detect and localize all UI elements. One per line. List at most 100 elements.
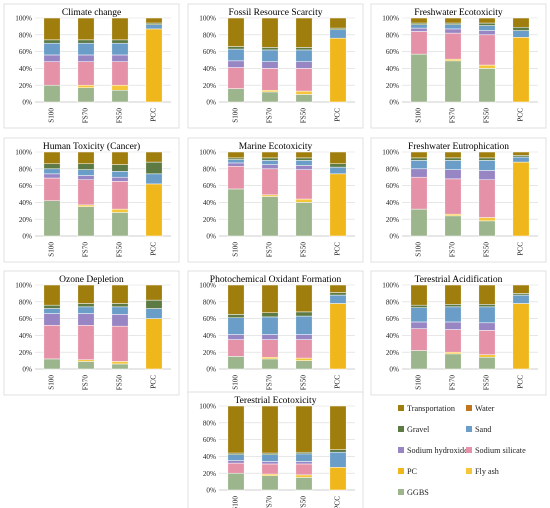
bar-segment-gravel <box>261 157 279 161</box>
bar-segment-sodium-silicate <box>43 325 61 360</box>
legend-item-ggbs: GGBS <box>398 488 429 497</box>
bar-segment-sand <box>329 294 347 304</box>
bar-segment-fly-ash <box>261 194 279 197</box>
chart-title: Ozone Depletion <box>59 275 124 285</box>
bar-segment-pc <box>329 173 347 237</box>
bar-segment-sodium-silicate <box>444 178 462 215</box>
bar-segment-gravel <box>410 304 428 308</box>
x-tick-label: FS70 <box>82 375 90 391</box>
bar-segment-transportation <box>329 405 347 450</box>
bar-segment-sand <box>295 160 313 166</box>
bar-segment-gravel <box>295 47 313 51</box>
bar-segment-fly-ash <box>261 356 279 360</box>
bar-segment-pc <box>512 37 530 103</box>
y-tick-label: 60% <box>203 315 216 323</box>
bar-segment-sodium-hydroxide <box>444 28 462 34</box>
bar-segment-sodium-hydroxide <box>444 321 462 330</box>
legend-item-sodium-silicate: Sodium silicate <box>466 446 526 455</box>
bar-segment-sand <box>261 49 279 62</box>
bar-segment-gravel <box>478 157 496 161</box>
bar-segment-gravel <box>478 22 496 26</box>
bar-segment-sodium-hydroxide <box>43 313 61 326</box>
x-tick-label: S100 <box>232 242 240 257</box>
bar-segment-gravel <box>43 163 61 170</box>
bar-segment-pc <box>145 318 163 370</box>
bar-segment-transportation <box>295 151 313 159</box>
bar-segment-sand <box>145 24 163 30</box>
y-tick-label: 0% <box>206 487 216 495</box>
bar-segment-gravel <box>227 314 245 319</box>
bar-segment-sodium-hydroxide <box>227 460 245 464</box>
bar-segment-ggbs <box>261 475 279 491</box>
chart-title: Terestrial Acidification <box>415 274 503 285</box>
bar-segment-sodium-silicate <box>478 179 496 218</box>
bar-segment-sodium-silicate <box>227 67 245 89</box>
bar-segment-sand <box>444 306 462 323</box>
bar-segment-gravel <box>43 39 61 44</box>
bar-segment-sodium-hydroxide <box>410 168 428 178</box>
chart-title: Freshwater Ecotoxicity <box>414 8 503 18</box>
bar-segment-gravel <box>444 22 462 25</box>
bar-segment-ggbs <box>111 212 129 237</box>
x-tick-label: PCC <box>334 375 342 389</box>
chart-panel-marine-ecotoxicity: Marine Ecotoxicity 0% 20% 40% 60% 80% 100% S100… <box>187 137 364 263</box>
bar-segment-pc <box>512 161 530 237</box>
legend-label: Sodium hydroxide <box>407 446 468 455</box>
x-tick-label: S100 <box>232 108 240 123</box>
bar-segment-sodium-silicate <box>444 32 462 60</box>
bar-segment-sodium-silicate <box>227 166 245 190</box>
bar-segment-gravel <box>295 157 313 161</box>
bar-segment-transportation <box>295 17 313 48</box>
bar-segment-transportation <box>227 405 245 454</box>
bar-segment-sand <box>261 454 279 462</box>
bar-segment-sodium-hydroxide <box>111 54 129 62</box>
bar-segment-ggbs <box>410 350 428 370</box>
bar-segment-sodium-hydroxide <box>43 54 61 62</box>
x-tick-label: FS70 <box>449 375 457 391</box>
x-tick-label: FS70 <box>266 375 274 391</box>
bar-segment-ggbs <box>478 220 496 237</box>
legend-swatch <box>398 426 404 432</box>
bar-segment-sand <box>43 308 61 314</box>
bar-segment-sodium-hydroxide <box>444 169 462 180</box>
bar-segment-gravel <box>43 304 61 309</box>
bar-segment-sodium-hydroxide <box>111 314 129 327</box>
bar-segment-sand <box>512 294 530 304</box>
x-tick-label: FS50 <box>300 375 308 391</box>
bar-segment-ggbs <box>444 215 462 237</box>
bar-segment-sodium-silicate <box>111 325 129 362</box>
bar-segment-gravel <box>295 451 313 455</box>
legend-swatch <box>466 447 472 453</box>
bar-segment-sodium-hydroxide <box>77 54 95 62</box>
x-tick-label: FS50 <box>483 242 491 258</box>
bar-segment-sand <box>410 160 428 170</box>
bar-segment-ggbs <box>295 477 313 491</box>
legend-swatch <box>398 468 404 474</box>
bar-segment-gravel <box>77 303 95 308</box>
bar-segment-transportation <box>444 151 462 159</box>
bar-segment-sodium-hydroxide <box>295 461 313 465</box>
bar-segment-sand <box>512 156 530 163</box>
bar-segment-sodium-silicate <box>261 463 279 475</box>
y-tick-label: 40% <box>203 65 216 73</box>
bar-segment-sand <box>444 24 462 30</box>
bar-segment-transportation <box>111 151 129 165</box>
x-tick-label: FS50 <box>300 242 308 258</box>
legend-label: GGBS <box>407 488 429 497</box>
bar-segment-transportation <box>410 17 428 24</box>
legend-swatch <box>466 405 472 411</box>
y-tick-label: 40% <box>19 332 32 340</box>
bar-segment-sand <box>227 159 245 164</box>
bar-segment-gravel <box>227 157 245 160</box>
bar-segment-gravel <box>77 39 95 44</box>
chart-title: Freshwater Eutrophication <box>408 142 509 152</box>
bar-segment-fly-ash <box>77 359 95 362</box>
y-tick-label: 80% <box>386 165 399 173</box>
chart-title: Human Toxicity (Cancer) <box>43 141 140 152</box>
bar-segment-sodium-hydroxide <box>261 334 279 340</box>
y-tick-label: 80% <box>203 419 216 427</box>
bar-segment-sand <box>227 454 245 461</box>
bar-segment-fly-ash <box>111 84 129 91</box>
y-tick-label: 100% <box>15 149 32 157</box>
x-tick-label: S100 <box>48 242 56 257</box>
